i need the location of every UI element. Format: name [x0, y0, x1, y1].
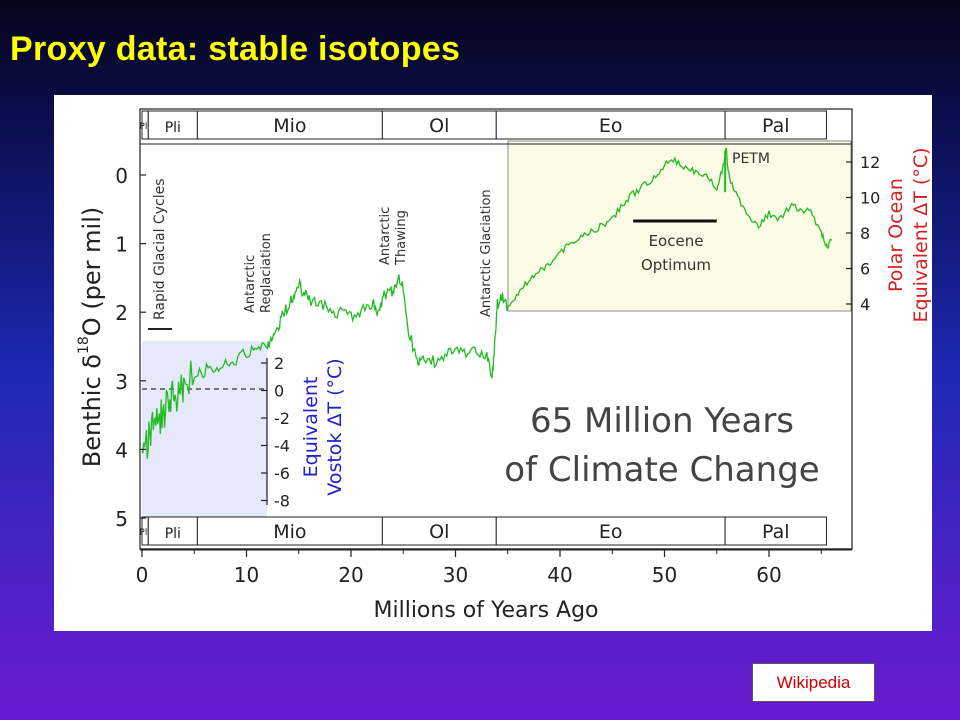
y-tick-label: 4: [115, 438, 128, 462]
polar-tick-label: 4: [860, 295, 870, 314]
vostok-tick-label: 2: [274, 354, 284, 373]
epoch-bottom-cell-pal: [724, 516, 827, 546]
polar-tick-label: 6: [860, 260, 870, 279]
y-tick-label: 1: [115, 233, 128, 257]
secondary-axes: 12 10 8 6 4 Polar Ocean Equivalent ΔT (°C) 2 0 -2…: [261, 147, 932, 511]
epoch-top-label-eo: Eo: [599, 115, 623, 137]
polar-axis-label-line-2: Equivalent ΔT (°C): [910, 147, 932, 322]
annotations-layer: Rapid Glacial Cycles Antarctic Reglaciatio…: [148, 151, 770, 330]
epoch-bottom-label-ol: Ol: [429, 521, 449, 543]
x-tick-label: 20: [338, 563, 363, 587]
polar-tick-label: 10: [860, 189, 880, 208]
annotation-eocene-optimum-line-1: Eocene: [649, 232, 704, 250]
epoch-bottom-label-pal: Pal: [762, 521, 790, 543]
polar-tick-label: 12: [860, 153, 880, 172]
chart-title-line-1: 65 Million Years: [530, 401, 794, 441]
x-tick-label: 10: [234, 563, 259, 587]
vostok-tick-label: -6: [274, 464, 290, 483]
x-axis-label: Millions of Years Ago: [374, 598, 599, 623]
polar-tick-label: 8: [860, 224, 870, 243]
epoch-bottom-label-mio: Mio: [273, 521, 306, 543]
epoch-bottom-cell-ol: [381, 516, 497, 546]
epoch-top-label-pal: Pal: [762, 115, 790, 137]
epoch-top-label-mio: Mio: [273, 115, 306, 137]
annotation-petm: PETM: [732, 151, 770, 167]
x-tick-label: 30: [443, 563, 468, 587]
epoch-top-cell-pal: [724, 110, 827, 140]
epoch-bottom-cell-mio: [196, 516, 383, 546]
source-link[interactable]: Wikipedia: [752, 663, 875, 702]
y-tick-label: 5: [115, 507, 128, 531]
eocene-shaded-box: [507, 140, 852, 312]
annotation-antarctic-thawing-line-1: Antarctic: [378, 207, 393, 265]
series-layer: [141, 147, 833, 459]
epoch-top-cell-ol: [381, 110, 497, 140]
epoch-bar-top: Plt Pli Mio Ol Eo Pal: [139, 110, 852, 145]
epoch-bottom-label-pli: Pli: [165, 526, 181, 542]
climate-chart: Plt Pli Mio Ol Eo Pal Plt Pli Mio Ol Eo Pal 012345…: [76, 108, 932, 623]
annotation-eocene-optimum-line-2: Optimum: [641, 256, 711, 274]
chart-title-line-2: of Climate Change: [504, 450, 819, 490]
x-tick-label: 0: [136, 563, 149, 587]
annotation-antarctic-thawing-line-2: Thawing: [394, 210, 409, 266]
annotation-antarctic-reglaciation-line-1: Antarctic: [243, 255, 258, 313]
x-tick-label: 40: [547, 563, 572, 587]
vostok-tick-label: -4: [274, 437, 290, 456]
vostok-tick-label: 0: [274, 382, 284, 401]
x-tick-label: 60: [756, 563, 781, 587]
y-tick-label: 3: [115, 370, 128, 394]
y-axis-label: Benthic δ18O (per mil): [76, 207, 106, 468]
series-line-0: [141, 147, 833, 459]
annotation-rapid-glacial-cycles: Rapid Glacial Cycles: [152, 179, 168, 321]
epoch-bar-bottom: Plt Pli Mio Ol Eo Pal: [139, 516, 852, 551]
vostok-shaded-box: [142, 341, 267, 517]
epoch-top-label-pli: Pli: [165, 120, 181, 136]
x-tick-label: 50: [652, 563, 677, 587]
epoch-bottom-label-plt: Plt: [139, 528, 151, 538]
epoch-bottom-cell-eo: [495, 516, 726, 546]
vostok-tick-label: -2: [274, 409, 290, 428]
y-tick-label: 2: [115, 301, 128, 325]
polar-axis-label-line-1: Polar Ocean: [885, 178, 907, 292]
epoch-bottom-cell-pli: [147, 516, 198, 546]
vostok-axis-label-line-2: Vostok ΔT (°C): [324, 358, 346, 495]
epoch-top-cell-mio: [196, 110, 383, 140]
epoch-top-cell-eo: [495, 110, 726, 140]
epoch-top-label-ol: Ol: [429, 115, 449, 137]
vostok-axis-label-line-1: Equivalent: [300, 377, 322, 478]
annotation-antarctic-glaciation: Antarctic Glaciation: [479, 189, 494, 317]
epoch-top-label-plt: Plt: [139, 122, 151, 132]
annotation-antarctic-reglaciation-line-2: Reglaciation: [259, 233, 274, 313]
y-tick-label: 0: [115, 164, 128, 188]
epoch-bottom-label-eo: Eo: [599, 521, 623, 543]
vostok-tick-label: -8: [274, 492, 290, 511]
slide-title: Proxy data: stable isotopes: [10, 30, 461, 68]
